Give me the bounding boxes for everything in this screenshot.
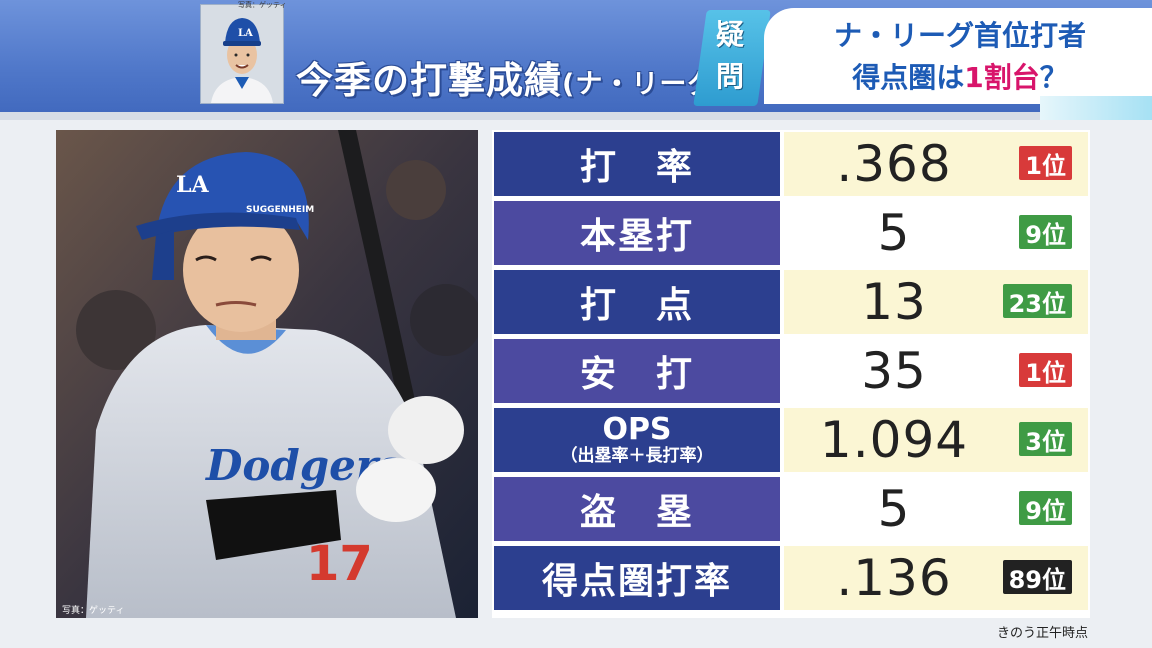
rank-badge: 9位 bbox=[1019, 491, 1072, 525]
stat-label: 安 打 bbox=[494, 339, 780, 403]
stat-value: .368 bbox=[836, 135, 952, 193]
question-badge-char-1: 疑 bbox=[715, 18, 744, 51]
stat-value-cell: 1.094 3位 bbox=[784, 408, 1088, 472]
stat-value-cell: .368 1位 bbox=[784, 132, 1088, 196]
jersey-number: 17 bbox=[306, 536, 373, 592]
question-line-2-post: ？ bbox=[1039, 61, 1068, 94]
page-title: 今季の打撃成績(ナ・リーグ) bbox=[296, 50, 728, 106]
title-main: 今季の打撃成績 bbox=[296, 59, 562, 102]
stat-row-ops: OPS （出塁率＋長打率） 1.094 3位 bbox=[492, 406, 1090, 472]
rank-badge: 1位 bbox=[1019, 353, 1072, 387]
stat-label-sub: （出塁率＋長打率） bbox=[560, 446, 714, 466]
rank-badge: 9位 bbox=[1019, 215, 1072, 249]
stat-value: 5 bbox=[877, 480, 911, 538]
stat-value-cell: 35 1位 bbox=[784, 339, 1088, 403]
stat-value: 1.094 bbox=[819, 411, 969, 469]
stat-row-home-runs: 本塁打 5 9位 bbox=[492, 199, 1090, 265]
corner-decoration bbox=[1040, 96, 1152, 120]
stat-value-cell: 13 23位 bbox=[784, 270, 1088, 334]
stat-row-risp-average: 得点圏打率 .136 89位 bbox=[492, 544, 1090, 610]
question-line-2-accent: 1割台 bbox=[964, 61, 1040, 94]
thumbnail-credit: 写真：ゲッティ bbox=[238, 1, 287, 9]
question-box bbox=[764, 8, 1152, 104]
question-line-1: ナ・リーグ首位打者 bbox=[833, 19, 1086, 52]
question-badge: 疑 問 bbox=[712, 14, 748, 98]
stat-label: 盗 塁 bbox=[494, 477, 780, 541]
stat-row-stolen-bases: 盗 塁 5 9位 bbox=[492, 475, 1090, 541]
stat-row-hits: 安 打 35 1位 bbox=[492, 337, 1090, 403]
stat-label: 打 率 bbox=[494, 132, 780, 196]
question-line-2: 得点圏は1割台？ bbox=[790, 56, 1130, 96]
question-line-2-pre: 得点圏は bbox=[852, 61, 965, 94]
stat-label: OPS （出塁率＋長打率） bbox=[494, 408, 780, 472]
stat-label: 本塁打 bbox=[494, 201, 780, 265]
stat-value: .136 bbox=[836, 549, 952, 607]
svg-text:LA: LA bbox=[176, 172, 209, 198]
rank-badge: 3位 bbox=[1019, 422, 1072, 456]
stat-value-cell: 5 9位 bbox=[784, 201, 1088, 265]
helmet-text: SUGGENHEIM bbox=[246, 205, 314, 215]
header-divider bbox=[0, 112, 1152, 120]
player-photo: Dodgers 17 LA SUGGENHEIM bbox=[56, 130, 478, 618]
timestamp-note: きのう正午時点 bbox=[996, 626, 1088, 641]
question-badge-char-2: 問 bbox=[715, 60, 744, 93]
stat-value-cell: .136 89位 bbox=[784, 546, 1088, 610]
stat-value: 5 bbox=[877, 204, 911, 262]
photo-credit: 写真：ゲッティ bbox=[62, 606, 125, 616]
stat-value-cell: 5 9位 bbox=[784, 477, 1088, 541]
stats-table: 打 率 .368 1位 本塁打 5 9位 打 点 13 23位 安 打 35 1… bbox=[492, 130, 1090, 618]
player-thumbnail: LA bbox=[200, 4, 284, 104]
stat-row-rbi: 打 点 13 23位 bbox=[492, 268, 1090, 334]
rank-badge: 89位 bbox=[1002, 560, 1072, 594]
stat-value: 35 bbox=[861, 342, 927, 400]
stat-value: 13 bbox=[861, 273, 927, 331]
rank-badge: 1位 bbox=[1019, 146, 1072, 180]
stat-label: 得点圏打率 bbox=[494, 546, 780, 610]
stat-row-batting-average: 打 率 .368 1位 bbox=[492, 130, 1090, 196]
stat-label-main: OPS bbox=[602, 412, 672, 447]
stat-label: 打 点 bbox=[494, 270, 780, 334]
rank-badge: 23位 bbox=[1002, 284, 1072, 318]
svg-text:LA: LA bbox=[238, 28, 253, 39]
